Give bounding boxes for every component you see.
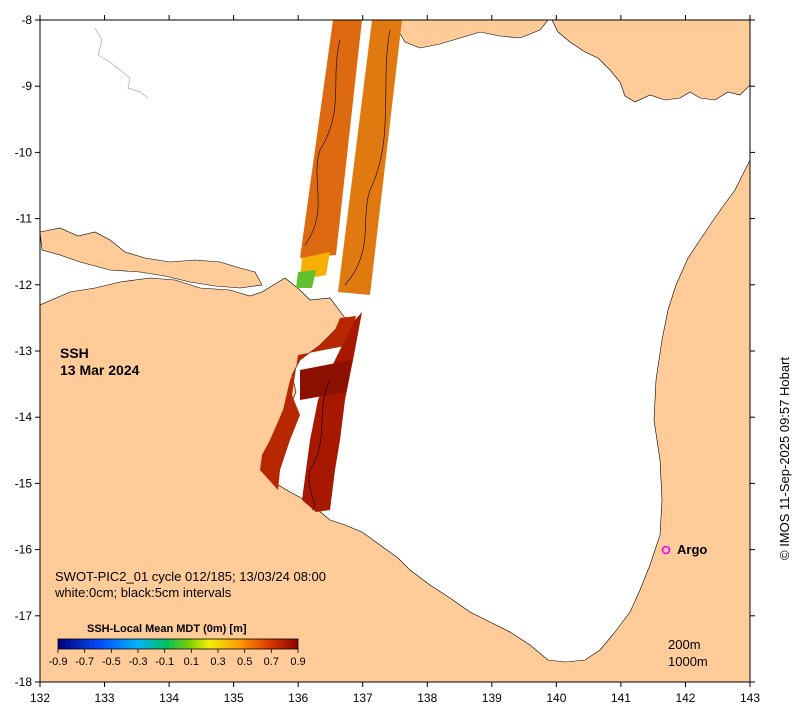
lat-tick-label: -9 — [21, 79, 32, 93]
land-island — [40, 227, 263, 289]
land-new-guinea — [397, 20, 549, 49]
swot-swath-south-patch — [300, 360, 352, 400]
lat-tick-label: -18 — [15, 675, 33, 689]
colorbar-tick-label: -0.9 — [49, 656, 68, 668]
date-label: 13 Mar 2024 — [60, 362, 140, 378]
lat-tick-label: -10 — [15, 145, 33, 159]
colorbar-tick-label: 0.3 — [210, 656, 225, 668]
colorbar-tick-label: 0.5 — [237, 656, 252, 668]
lon-tick-label: 143 — [740, 691, 760, 705]
colorbar-ticks: -0.9 -0.7 -0.5 -0.3 -0.1 0.1 0.3 0.5 0.7 0.9 — [49, 649, 306, 668]
colorbar — [57, 638, 299, 650]
colorbar-tick-label: -0.5 — [102, 656, 121, 668]
lon-tick-label: 136 — [288, 691, 308, 705]
land-cape-york — [551, 20, 750, 103]
lon-axis-labels: 132 133 134 135 136 137 138 139 140 141 142 143 — [30, 691, 760, 705]
argo-float-marker — [661, 545, 671, 555]
lat-tick-label: -14 — [15, 410, 33, 424]
colorbar-tick-label: -0.3 — [129, 656, 148, 668]
lat-tick-marks — [35, 19, 755, 683]
colorbar-title: SSH-Local Mean MDT (0m) [m] — [87, 623, 247, 635]
variable-label: SSH — [60, 345, 89, 361]
coastline-northwest — [94, 27, 149, 99]
lon-tick-label: 137 — [353, 691, 373, 705]
lat-tick-label: -12 — [15, 278, 33, 292]
lat-tick-label: -11 — [16, 212, 33, 226]
swot-swath-north-left — [300, 20, 362, 258]
isobath-label-200m: 200m — [668, 637, 701, 652]
contour-line — [344, 29, 391, 286]
colorbar-tick-label: 0.1 — [184, 656, 199, 668]
colorbar-tick-label: 0.9 — [290, 656, 305, 668]
lon-tick-label: 139 — [482, 691, 502, 705]
contour-info: white:0cm; black:5cm intervals — [55, 585, 232, 600]
credit-text: © IMOS 11-Sep-2025 09:57 Hobart — [777, 356, 792, 560]
lon-tick-label: 142 — [675, 691, 695, 705]
lon-tick-label: 138 — [417, 691, 437, 705]
swot-swath-south-left — [260, 316, 356, 490]
lat-tick-label: -8 — [21, 13, 32, 27]
colorbar-tick-label: -0.1 — [155, 656, 174, 668]
lat-tick-label: -16 — [15, 543, 33, 557]
contour-line — [308, 379, 331, 511]
product-info: SWOT-PIC2_01 cycle 012/185; 13/03/24 08:… — [55, 569, 327, 584]
lon-tick-label: 133 — [95, 691, 115, 705]
lat-tick-label: -17 — [15, 609, 33, 623]
colorbar-tick-label: 0.7 — [264, 656, 279, 668]
lat-tick-label: -15 — [15, 476, 33, 490]
lon-tick-marks — [39, 15, 751, 687]
lon-tick-label: 135 — [224, 691, 244, 705]
lon-tick-label: 134 — [159, 691, 179, 705]
lat-tick-label: -13 — [15, 344, 33, 358]
swot-swath-north-green — [296, 270, 316, 288]
isobath-label-1000m: 1000m — [668, 654, 708, 669]
argo-label: Argo — [677, 542, 708, 557]
lon-tick-label: 141 — [611, 691, 631, 705]
lon-tick-label: 140 — [546, 691, 566, 705]
lon-tick-label: 132 — [30, 691, 50, 705]
lat-axis-labels: -8 -9 -10 -11 -12 -13 -14 -15 -16 -17 -18 — [15, 13, 33, 689]
colorbar-tick-label: -0.7 — [75, 656, 94, 668]
contour-line — [304, 39, 341, 246]
